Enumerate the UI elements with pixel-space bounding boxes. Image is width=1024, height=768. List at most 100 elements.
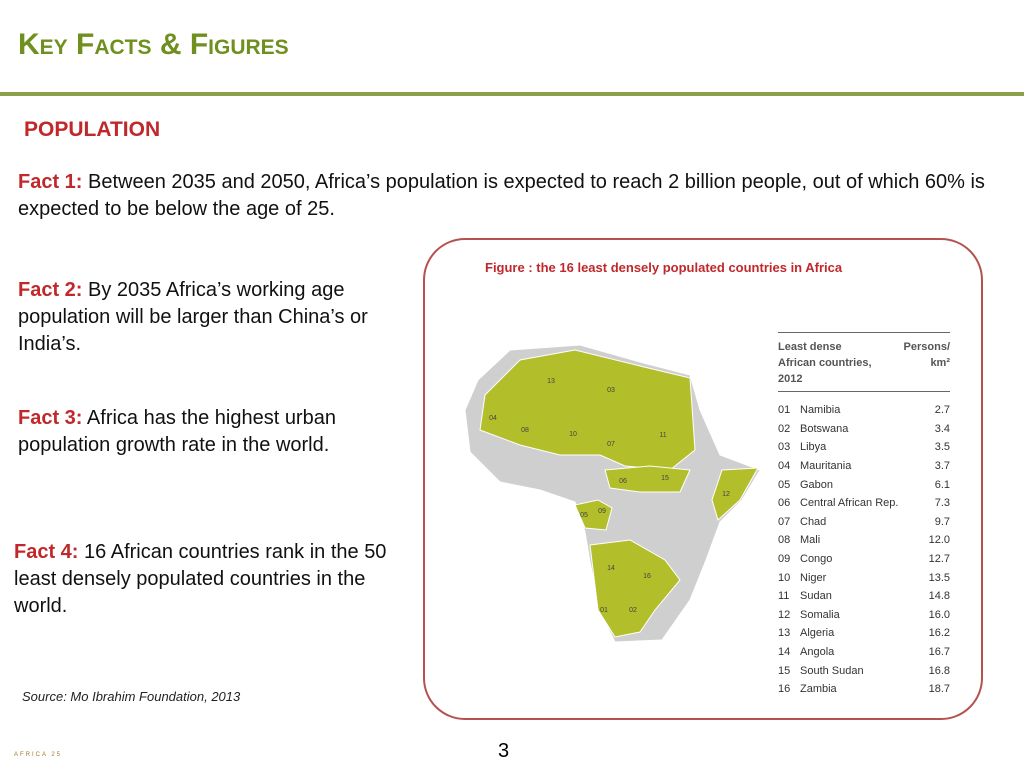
fact: Fact 2: By 2035 Africa’s working age pop… (18, 277, 418, 358)
table-row: 08 Mali 12.0 (778, 531, 950, 550)
table-cell: 03 (778, 441, 791, 454)
map-label: 09 (598, 508, 606, 515)
table-cell: 07 (778, 515, 791, 528)
table-cell: 16.2 (928, 627, 950, 640)
table-cell: 16.8 (928, 664, 950, 677)
map-label: 02 (629, 607, 637, 614)
fact-label: Fact 2: (18, 279, 83, 301)
table-row: 10 Niger 13.5 (778, 568, 950, 587)
table-cell: Mali (800, 534, 821, 547)
table-cell: 12.7 (928, 553, 950, 566)
table-cell: 10 (778, 571, 791, 584)
fact-text: 16 African countries rank in the 50 leas… (14, 541, 387, 617)
source: Source: Mo Ibrahim Foundation, 2013 (22, 689, 241, 704)
title: Key Facts & Figures (18, 28, 289, 61)
table-cell: 16.0 (928, 608, 950, 621)
table-cell: 16 (778, 683, 791, 696)
table-cell: Libya (800, 441, 827, 454)
density-table: Least dense African countries, 2012 Perso… (778, 332, 950, 699)
table-header: Least dense African countries, 2012 Perso… (778, 332, 950, 392)
table-cell: Namibia (800, 404, 841, 417)
fact-text: Africa has the highest urban population … (18, 407, 336, 456)
map-region (711, 467, 759, 521)
fact: Fact 1: Between 2035 and 2050, Africa’s … (18, 169, 1008, 223)
map-label: 11 (659, 432, 666, 439)
rule (0, 92, 1024, 96)
table-cell: Niger (800, 571, 827, 584)
table-row: 13 Algeria 16.2 (778, 624, 950, 643)
map-label: 08 (521, 427, 529, 434)
map-label: 07 (607, 441, 615, 448)
fact: Fact 3: Africa has the highest urban pop… (18, 405, 388, 459)
table-cell: 3.5 (934, 441, 950, 454)
map-label: 13 (547, 378, 555, 385)
table-cell: 13 (778, 627, 791, 640)
table-cell: 3.4 (934, 422, 950, 435)
logo: AFRICA 25 (14, 752, 63, 758)
map-region (574, 499, 613, 531)
table-row: 02 Botswana 3.4 (778, 420, 950, 439)
table-row: 12 Somalia 16.0 (778, 606, 950, 625)
table-cell: 7.3 (934, 497, 950, 510)
table-cell: 04 (778, 460, 791, 473)
table-cell: South Sudan (800, 664, 864, 677)
table-row: 06 Central African Rep. 7.3 (778, 494, 950, 513)
table-cell: Gabon (800, 478, 834, 491)
table-cell: 3.7 (934, 460, 950, 473)
table-cell: 9.7 (934, 515, 950, 528)
table-cell: 12.0 (928, 534, 950, 547)
map-label: 10 (569, 431, 577, 438)
table-cell: Zambia (800, 683, 837, 696)
table-cell: 12 (778, 608, 791, 621)
table-cell: 05 (778, 478, 791, 491)
map-label: 15 (661, 475, 669, 482)
table-cell: Botswana (800, 422, 849, 435)
map-label: 16 (643, 573, 651, 580)
map-region (589, 539, 681, 638)
table-cell: Chad (800, 515, 827, 528)
table-cell: 6.1 (934, 478, 950, 491)
table-cell: Somalia (800, 608, 840, 621)
table-row: 15 South Sudan 16.8 (778, 661, 950, 680)
table-cell: 09 (778, 553, 791, 566)
map-label: 03 (607, 387, 615, 394)
map-label: 06 (619, 478, 627, 485)
table-cell: Central African Rep. (800, 497, 899, 510)
table-row: 07 Chad 9.7 (778, 513, 950, 532)
column-header: Persons/ km² (903, 341, 950, 369)
figure-frame (423, 238, 983, 720)
column-header: Least dense African countries, 2012 (778, 341, 872, 385)
table-row: 14 Angola 16.7 (778, 643, 950, 662)
table-cell: 16.7 (928, 646, 950, 659)
fact: Fact 4: 16 African countries rank in the… (14, 539, 399, 620)
fact-label: Fact 4: (14, 541, 79, 563)
fact-text: By 2035 Africa’s working age population … (18, 279, 368, 355)
table-row: 03 Libya 3.5 (778, 438, 950, 457)
table-cell: Mauritania (800, 460, 852, 473)
table-row: 04 Mauritania 3.7 (778, 457, 950, 476)
fact-label: Fact 3: (18, 407, 83, 429)
figure-caption: Figure : the 16 least densely populated … (485, 260, 843, 275)
section-heading: POPULATION (24, 118, 161, 141)
table-cell: 06 (778, 497, 791, 510)
fact-text: Between 2035 and 2050, Africa’s populati… (18, 171, 985, 220)
table-row: 01 Namibia 2.7 (778, 401, 950, 420)
table-cell: 14.8 (928, 590, 950, 603)
map-label: 14 (607, 565, 615, 572)
map-label: 12 (722, 491, 730, 498)
table-cell: 11 (778, 590, 790, 603)
map-label: 05 (580, 512, 588, 519)
table-cell: Algeria (800, 627, 835, 640)
page-number: 3 (498, 740, 510, 762)
table-cell: 15 (778, 664, 791, 677)
table-row: 09 Congo 12.7 (778, 550, 950, 569)
table-cell: 13.5 (928, 571, 950, 584)
table-cell: Sudan (800, 590, 832, 603)
table-row: 11 Sudan 14.8 (778, 587, 950, 606)
map-label: 04 (489, 415, 497, 422)
map-region (604, 465, 691, 493)
table-row: 05 Gabon 6.1 (778, 475, 950, 494)
table-cell: 01 (778, 404, 791, 417)
